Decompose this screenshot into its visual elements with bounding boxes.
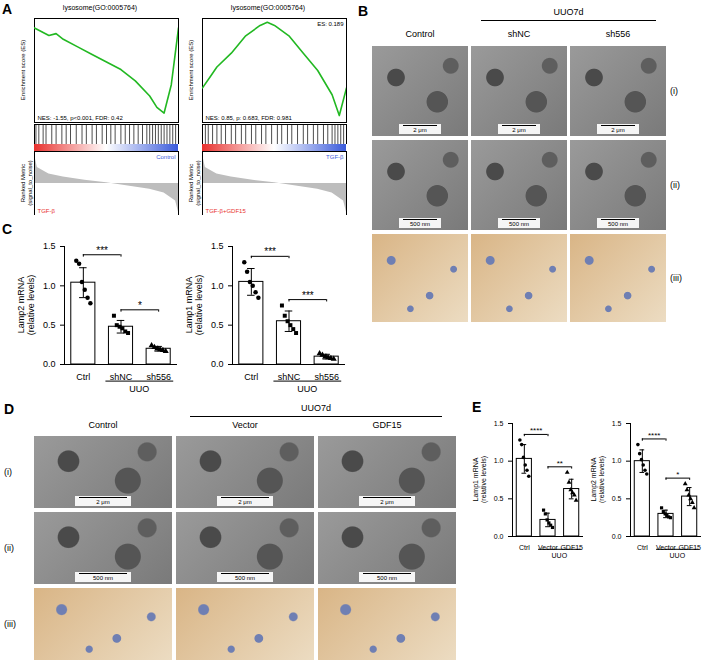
svg-text:0.5: 0.5	[612, 495, 622, 502]
html-text:500 nm: 500 nm	[235, 575, 255, 581]
html-text:2 μm: 2 μm	[238, 499, 252, 505]
svg-text:Ctrl: Ctrl	[244, 372, 258, 382]
svg-text:GDF15: GDF15	[560, 544, 583, 551]
html-text:500 nm: 500 nm	[93, 575, 113, 581]
svg-text:Ctrl: Ctrl	[519, 544, 530, 551]
html-text:lysosome(GO:0005764): lysosome(GO:0005764)	[62, 4, 138, 11]
svg-text:sh556: sh556	[314, 372, 339, 382]
svg-text:0.5: 0.5	[494, 495, 504, 502]
html-text:lysosome(GO:0005764): lysosome(GO:0005764)	[230, 4, 306, 11]
svg-text:1.5: 1.5	[43, 241, 56, 251]
svg-text:Ranked Metric(signal_to_noise): Ranked Metric(signal_to_noise)	[188, 160, 201, 206]
svg-text:Vector: Vector	[538, 544, 559, 551]
html-text:UUO7d: UUO7d	[553, 7, 584, 17]
html-text:2 μm: 2 μm	[611, 127, 625, 133]
svg-text:Ranked Metric(signal_to_noise): Ranked Metric(signal_to_noise)	[20, 160, 33, 206]
svg-text:TGF-β+GDF15: TGF-β+GDF15	[206, 208, 247, 214]
svg-text:1.5: 1.5	[494, 420, 504, 427]
svg-text:Lamp2 mRNA(relative levels): Lamp2 mRNA(relative levels)	[16, 275, 36, 336]
svg-text:Enrichment score (ES): Enrichment score (ES)	[20, 40, 26, 100]
html-text:D: D	[4, 401, 15, 417]
html-text:(iii): (iii)	[4, 618, 16, 629]
svg-text:0.5: 0.5	[211, 320, 224, 330]
html-text:(i): (i)	[670, 85, 678, 96]
html-text:500 nm: 500 nm	[608, 221, 628, 227]
html-text:Control: Control	[88, 420, 118, 430]
html-text:500 nm: 500 nm	[377, 575, 397, 581]
svg-text:***: ***	[302, 290, 314, 301]
svg-text:****: ****	[648, 431, 660, 440]
svg-text:0.0: 0.0	[43, 359, 56, 369]
svg-text:TGF-β: TGF-β	[38, 208, 56, 214]
svg-text:1.5: 1.5	[612, 420, 622, 427]
html-text:C: C	[2, 221, 13, 237]
svg-text:1.5: 1.5	[211, 241, 224, 251]
svg-text:ES: 0.189: ES: 0.189	[317, 21, 344, 27]
html-text:2 μm: 2 μm	[96, 499, 110, 505]
svg-text:UUO: UUO	[552, 552, 568, 559]
svg-text:1.0: 1.0	[494, 457, 504, 464]
svg-text:TGF-β: TGF-β	[326, 154, 344, 160]
svg-text:0.0: 0.0	[211, 359, 224, 369]
svg-text:1.0: 1.0	[43, 281, 56, 291]
html-text:sh556: sh556	[605, 29, 631, 39]
html-text:UUO7d: UUO7d	[301, 403, 331, 413]
html-text:2 μm: 2 μm	[413, 127, 427, 133]
svg-text:*: *	[138, 300, 142, 311]
html-text:GDF15: GDF15	[372, 420, 402, 430]
html-text:Control: Control	[405, 29, 435, 39]
html-text:E: E	[472, 399, 482, 415]
svg-text:0.5: 0.5	[43, 320, 56, 330]
html-text:(ii): (ii)	[670, 179, 680, 190]
svg-text:**: **	[557, 459, 563, 468]
html-text:500 nm: 500 nm	[410, 221, 430, 227]
html-text:B: B	[358, 3, 369, 19]
svg-text:Lamp2 mRNA(relative levels): Lamp2 mRNA(relative levels)	[590, 456, 606, 503]
svg-text:****: ****	[530, 426, 542, 435]
html-text:(ii): (ii)	[4, 542, 14, 553]
svg-text:1.0: 1.0	[612, 457, 622, 464]
html-text:2 μm: 2 μm	[512, 127, 526, 133]
svg-text:Control: Control	[156, 154, 175, 160]
html-text:Vector: Vector	[232, 420, 258, 430]
html-text:shNC: shNC	[507, 29, 531, 39]
html-text:A: A	[2, 1, 13, 17]
svg-text:***: ***	[264, 246, 276, 257]
html-text:2 μm: 2 μm	[380, 499, 394, 505]
svg-text:*: *	[676, 470, 679, 479]
svg-text:UUO: UUO	[670, 552, 686, 559]
svg-text:0.0: 0.0	[494, 533, 504, 540]
svg-text:NES: -1.55, p<0.001, FDR: 0.42: NES: -1.55, p<0.001, FDR: 0.42	[38, 115, 124, 121]
html-text:(i): (i)	[4, 466, 12, 477]
svg-text:1.0: 1.0	[211, 281, 224, 291]
svg-text:Lamp1 mRNA(relative levels): Lamp1 mRNA(relative levels)	[184, 275, 204, 336]
svg-text:0.0: 0.0	[612, 533, 622, 540]
svg-text:sh556: sh556	[146, 372, 171, 382]
svg-text:***: ***	[96, 245, 108, 256]
svg-text:NES: 0.85, p: 0.683, FDR: 0.98: NES: 0.85, p: 0.683, FDR: 0.981	[206, 115, 293, 121]
svg-text:UUO: UUO	[297, 384, 317, 394]
svg-text:UUO: UUO	[129, 384, 149, 394]
svg-text:Ctrl: Ctrl	[76, 372, 90, 382]
svg-text:Lamp1 mRNA(relative levels): Lamp1 mRNA(relative levels)	[472, 456, 488, 503]
html-text:(iii): (iii)	[670, 272, 682, 283]
svg-text:shNC: shNC	[278, 372, 301, 382]
svg-text:Ctrl: Ctrl	[637, 544, 648, 551]
svg-text:Enrichment score (ES): Enrichment score (ES)	[188, 40, 194, 100]
svg-text:shNC: shNC	[110, 372, 133, 382]
html-text:500 nm: 500 nm	[509, 221, 529, 227]
svg-text:GDF15: GDF15	[678, 544, 701, 551]
svg-text:Vector: Vector	[656, 544, 677, 551]
